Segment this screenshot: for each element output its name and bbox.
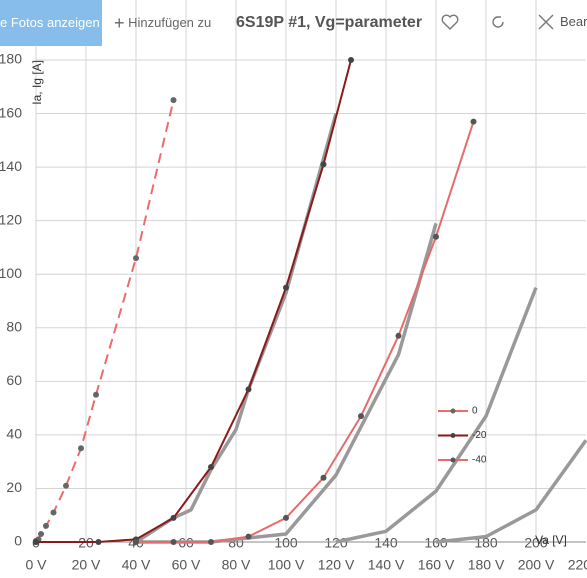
legend-marker [450,408,456,414]
y-tick-label: 40 [6,426,22,442]
series-line [335,286,538,544]
legend-label: 0 [472,406,478,417]
data-point [93,391,99,398]
data-point [320,161,327,168]
x2-tick-label: 140 V [368,557,405,573]
y-tick-label: 100 [0,265,22,281]
x2-tick-label: 200 V [518,557,555,573]
data-point [395,332,402,339]
x2-tick-label: 60 V [172,557,201,573]
edit-label[interactable]: Bearb [560,14,587,29]
chart-title: 6S19P #1, Vg=parameter [236,14,423,31]
series-line [135,113,338,544]
series-line [435,439,587,544]
data-point [170,514,177,521]
data-point [283,284,289,291]
x2-tick-label: 120 V [318,557,355,573]
x2-tick-label: 160 V [418,557,455,573]
legend-label: -20 [472,430,487,441]
edit-icon[interactable] [536,12,556,32]
x2-tick-label: 40 V [122,557,151,573]
y-tick-label: 60 [6,372,22,388]
series-line [36,59,352,543]
data-point [208,464,214,471]
data-point [283,514,289,521]
series-line [136,121,475,543]
legend-label: -40 [472,455,487,466]
x2-tick-label: 80 V [222,557,251,573]
data-point [348,57,354,63]
data-point [38,530,44,537]
x-tick-label: 120 [324,535,348,551]
show-photos-button[interactable]: e Fotos anzeigen [0,0,102,46]
data-point [133,255,139,262]
y-tick-label: 80 [6,318,22,334]
y-tick-label: 0 [14,533,22,549]
heart-icon[interactable] [440,12,460,32]
data-point [245,386,252,393]
data-point [470,118,477,125]
add-button[interactable]: + Hinzufügen zu [114,13,212,33]
data-point [433,233,439,240]
x2-tick-label: 180 V [468,557,505,573]
button-label: e Fotos anzeigen [0,15,100,30]
x2-tick-label: 0 V [25,557,47,573]
data-point [245,533,252,540]
data-point [95,539,102,545]
x2-tick-label: 20 V [72,557,101,573]
y-tick-label: 180 [0,51,22,67]
legend-marker [450,457,456,463]
data-point [78,445,84,452]
data-point [358,413,364,420]
x-axis-label: Va [V] [535,533,567,547]
add-label: Hinzufügen zu [128,15,212,30]
rotate-icon[interactable] [488,12,508,32]
x2-tick-label: 220 V [568,557,587,573]
data-point [43,522,49,529]
y-axis-label: Ia, Ig [A] [30,60,44,105]
x-tick-label: 200 [524,535,548,551]
y-tick-label: 160 [0,104,22,120]
data-point [133,539,139,545]
x-tick-label: 140 [374,535,398,551]
data-point [33,539,39,545]
x-tick-label: 100 [274,535,298,551]
data-point [170,539,177,545]
y-tick-label: 120 [0,211,22,227]
data-point [170,97,177,104]
data-point [63,482,69,489]
x2-tick-label: 100 V [268,557,305,573]
data-point [320,474,327,481]
y-tick-label: 20 [6,479,22,495]
y-tick-label: 140 [0,158,22,174]
series-line [35,99,175,543]
data-point [50,509,57,516]
legend-marker [450,433,456,438]
toolbar: e Fotos anzeigen + Hinzufügen zu 6S19P #… [0,0,587,46]
data-point [208,539,214,545]
